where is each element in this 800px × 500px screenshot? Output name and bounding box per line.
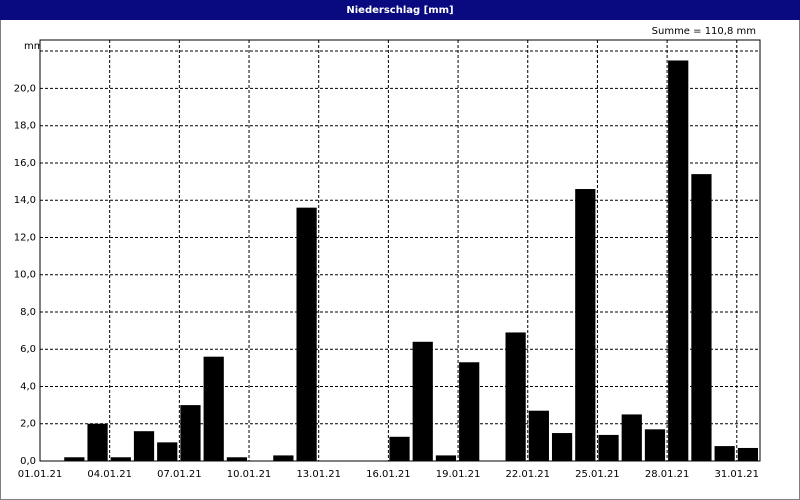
bar: [644, 429, 666, 461]
bar: [157, 442, 178, 461]
x-tick-label: 19.01.21: [436, 469, 481, 480]
y-tick-label: 18,0: [14, 121, 36, 132]
x-tick-label: 31.01.21: [715, 469, 760, 480]
x-tick-label: 07.01.21: [157, 469, 202, 480]
title-bar: [0, 0, 800, 20]
x-tick-label: 01.01.21: [18, 469, 63, 480]
y-tick-label: 10,0: [14, 270, 36, 281]
bar: [435, 455, 457, 461]
y-tick-label: 8,0: [20, 307, 36, 318]
plot-area: [39, 39, 761, 462]
bar: [296, 207, 317, 461]
x-tick-label: 04.01.21: [87, 469, 132, 480]
bar: [203, 356, 224, 461]
bar: [459, 362, 480, 461]
bar: [64, 457, 85, 461]
y-tick-label: 2,0: [20, 419, 36, 430]
x-tick-label: 13.01.21: [296, 469, 341, 480]
y-axis-label: mm: [24, 41, 43, 52]
bar: [598, 434, 619, 461]
annotation: Summe = 110,8 mm: [652, 26, 756, 37]
bar: [668, 60, 689, 461]
y-tick-label: 14,0: [14, 195, 36, 206]
bar: [273, 455, 294, 461]
bar: [226, 457, 248, 461]
y-tick-label: 0,0: [20, 456, 36, 467]
bar: [87, 423, 108, 461]
bar: [551, 433, 573, 461]
y-tick-label: 4,0: [20, 381, 36, 392]
bar: [575, 189, 596, 461]
x-tick-label: 28.01.21: [645, 469, 690, 480]
bar: [528, 410, 549, 461]
bar: [412, 341, 433, 461]
x-tick-label: 10.01.21: [227, 469, 272, 480]
chart-title: Niederschlag [mm]: [346, 5, 453, 16]
y-tick-label: 20,0: [14, 83, 36, 94]
bar: [180, 405, 201, 461]
y-tick-label: 12,0: [14, 232, 36, 243]
y-tick-label: 6,0: [20, 344, 36, 355]
bar: [621, 414, 642, 461]
bar: [505, 332, 526, 461]
bar: [714, 446, 735, 461]
bar: [133, 431, 155, 461]
bar: [737, 447, 758, 461]
bar: [691, 174, 712, 461]
bar: [389, 436, 410, 461]
x-tick-label: 25.01.21: [575, 469, 620, 480]
y-tick-label: 16,0: [14, 158, 36, 169]
bar: [110, 457, 131, 461]
x-tick-label: 16.01.21: [366, 469, 411, 480]
x-tick-label: 22.01.21: [505, 469, 550, 480]
